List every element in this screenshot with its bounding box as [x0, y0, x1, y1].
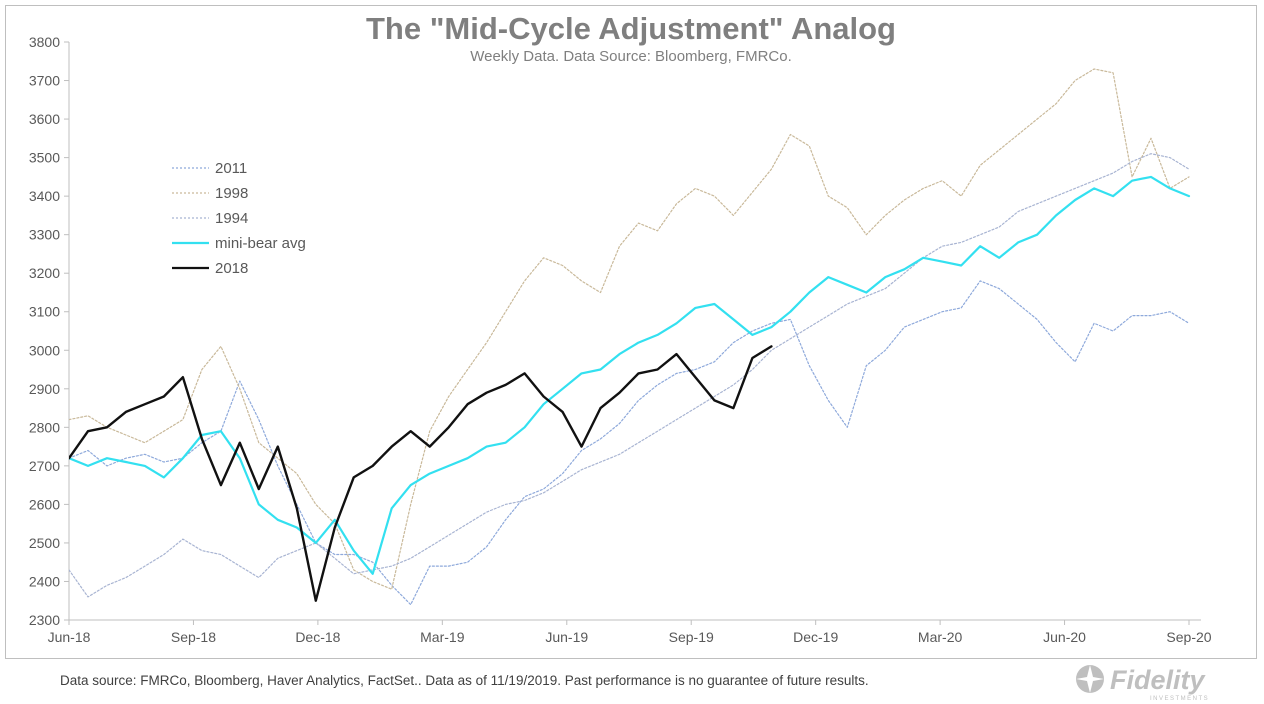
x-tick-label: Jun-20	[1043, 629, 1086, 645]
legend-label: 1998	[215, 185, 248, 202]
legend-label: mini-bear avg	[215, 235, 306, 252]
y-tick-label: 3500	[29, 150, 60, 166]
series-line-2018	[69, 345, 773, 602]
y-tick-label: 3200	[29, 265, 60, 281]
y-tick-label: 3800	[29, 34, 60, 50]
y-tick-label: 2600	[29, 496, 60, 512]
y-tick-label: 2500	[29, 535, 60, 551]
series-line-1994	[69, 153, 1190, 598]
y-tick-label: 2800	[29, 419, 60, 435]
x-tick-label: Jun-18	[48, 629, 91, 645]
y-tick-label: 3400	[29, 188, 60, 204]
x-tick-label: Sep-20	[1166, 629, 1211, 645]
legend-label: 1994	[215, 210, 248, 227]
y-tick-label: 3700	[29, 73, 60, 89]
logo-tagline: INVESTMENTS	[1150, 696, 1209, 702]
chart-subtitle: Weekly Data. Data Source: Bloomberg, FMR…	[470, 48, 792, 65]
series-line-mini-bear-avg	[69, 175, 1191, 575]
y-tick-label: 3300	[29, 227, 60, 243]
x-tick-label: Mar-19	[420, 629, 465, 645]
chart-title: The "Mid-Cycle Adjustment" Analog	[365, 11, 896, 46]
y-tick-label: 3100	[29, 304, 60, 320]
series-line-1998	[69, 68, 1190, 590]
y-tick-label: 3000	[29, 342, 60, 358]
x-tick-label: Sep-19	[669, 629, 714, 645]
x-tick-label: Sep-18	[171, 629, 216, 645]
y-tick-label: 2400	[29, 573, 60, 589]
legend-label: 2018	[215, 260, 248, 277]
chart-frame: The "Mid-Cycle Adjustment" Analog Weekly…	[5, 5, 1257, 659]
fidelity-logo-mark	[1076, 665, 1104, 693]
y-tick-label: 3600	[29, 111, 60, 127]
footnote: Data source: FMRCo, Bloomberg, Haver Ana…	[60, 673, 869, 688]
series-group	[69, 68, 1191, 606]
x-tick-label: Mar-20	[918, 629, 963, 645]
x-tick-label: Dec-19	[793, 629, 838, 645]
y-tick-label: 2300	[29, 612, 60, 628]
x-tick-label: Dec-18	[295, 629, 340, 645]
x-tick-label: Jun-19	[545, 629, 588, 645]
legend-label: 2011	[215, 160, 247, 177]
y-tick-label: 2700	[29, 458, 60, 474]
line-chart: 2300 2400 2500 2600 2700 2800 2900 3000 3100 3200…	[29, 34, 1212, 645]
series-line-2011	[69, 280, 1190, 606]
y-tick-label: 2900	[29, 381, 60, 397]
logo-wordmark: Fidelity	[1110, 665, 1206, 695]
fidelity-logo: Fidelity INVESTMENTS	[1076, 665, 1209, 702]
